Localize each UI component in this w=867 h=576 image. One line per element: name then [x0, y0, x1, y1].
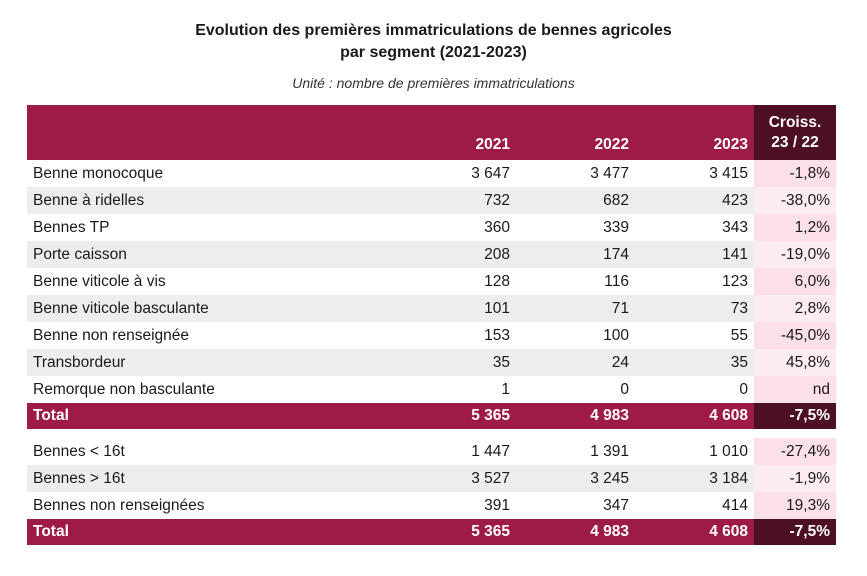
row-label: Bennes non renseignées [27, 492, 396, 519]
row-label: Benne viticole basculante [27, 295, 396, 322]
cell-2022: 100 [516, 322, 635, 349]
cell-2021: 360 [396, 214, 516, 241]
cell-growth: 19,3% [754, 492, 836, 519]
cell-2022: 1 391 [516, 438, 635, 465]
cell-growth: nd [754, 376, 836, 403]
total-row: Total 5 365 4 983 4 608 -7,5% [27, 519, 836, 545]
row-label: Remorque non basculante [27, 376, 396, 403]
cell-growth: 1,2% [754, 214, 836, 241]
table-row: Bennes non renseignées 391 347 414 19,3% [27, 492, 836, 519]
row-label: Benne monocoque [27, 160, 396, 187]
row-label: Benne non renseignée [27, 322, 396, 349]
cell-2023: 35 [635, 349, 754, 376]
cell-2023: 73 [635, 295, 754, 322]
cell-growth: -45,0% [754, 322, 836, 349]
cell-2021: 35 [396, 349, 516, 376]
cell-2023: 123 [635, 268, 754, 295]
cell-2022: 4 983 [516, 519, 635, 545]
cell-growth: 45,8% [754, 349, 836, 376]
header-2021: 2021 [396, 105, 516, 160]
cell-2021: 1 [396, 376, 516, 403]
cell-2022: 174 [516, 241, 635, 268]
table-row: Benne viticole à vis 128 116 123 6,0% [27, 268, 836, 295]
cell-2023: 141 [635, 241, 754, 268]
cell-growth: -19,0% [754, 241, 836, 268]
table-row: Benne non renseignée 153 100 55 -45,0% [27, 322, 836, 349]
cell-2022: 0 [516, 376, 635, 403]
cell-2022: 3 245 [516, 465, 635, 492]
cell-growth: -38,0% [754, 187, 836, 214]
table-row: Bennes > 16t 3 527 3 245 3 184 -1,9% [27, 465, 836, 492]
cell-growth: -7,5% [754, 519, 836, 545]
row-label: Benne viticole à vis [27, 268, 396, 295]
cell-2023: 0 [635, 376, 754, 403]
cell-2022: 3 477 [516, 160, 635, 187]
registrations-table: 2021 2022 2023 Croiss. 23 / 22 Benne mon… [27, 105, 836, 545]
table-subtitle: Unité : nombre de premières immatriculat… [292, 75, 575, 91]
row-label: Transbordeur [27, 349, 396, 376]
cell-2023: 4 608 [635, 519, 754, 545]
cell-2021: 3 647 [396, 160, 516, 187]
row-label: Benne à ridelles [27, 187, 396, 214]
table-row: Benne viticole basculante 101 71 73 2,8% [27, 295, 836, 322]
cell-2023: 55 [635, 322, 754, 349]
cell-2021: 732 [396, 187, 516, 214]
header-growth: Croiss. 23 / 22 [754, 105, 836, 160]
cell-2021: 128 [396, 268, 516, 295]
cell-2021: 5 365 [396, 519, 516, 545]
table-row: Benne monocoque 3 647 3 477 3 415 -1,8% [27, 160, 836, 187]
cell-growth: 6,0% [754, 268, 836, 295]
row-label: Porte caisson [27, 241, 396, 268]
cell-2021: 391 [396, 492, 516, 519]
cell-2021: 3 527 [396, 465, 516, 492]
table-row: Bennes TP 360 339 343 1,2% [27, 214, 836, 241]
row-label: Bennes < 16t [27, 438, 396, 465]
cell-2022: 347 [516, 492, 635, 519]
cell-2023: 3 184 [635, 465, 754, 492]
table-title: Evolution des premières immatriculations… [0, 20, 867, 64]
header-segment [27, 105, 396, 160]
cell-2021: 208 [396, 241, 516, 268]
cell-2023: 1 010 [635, 438, 754, 465]
cell-2021: 1 447 [396, 438, 516, 465]
cell-2023: 3 415 [635, 160, 754, 187]
cell-growth: -1,8% [754, 160, 836, 187]
cell-2022: 4 983 [516, 403, 635, 429]
cell-2022: 682 [516, 187, 635, 214]
cell-growth: -1,9% [754, 465, 836, 492]
cell-2022: 339 [516, 214, 635, 241]
row-label: Total [27, 403, 396, 429]
title-line-2: par segment (2021-2023) [340, 44, 527, 61]
section-spacer [27, 429, 836, 438]
cell-2021: 101 [396, 295, 516, 322]
header-2022: 2022 [516, 105, 635, 160]
table-body: Benne monocoque 3 647 3 477 3 415 -1,8% Benne… [27, 160, 836, 545]
cell-2021: 153 [396, 322, 516, 349]
row-label: Total [27, 519, 396, 545]
cell-2023: 343 [635, 214, 754, 241]
total-row: Total 5 365 4 983 4 608 -7,5% [27, 403, 836, 429]
cell-2023: 423 [635, 187, 754, 214]
title-line-1: Evolution des premières immatriculations… [195, 22, 672, 39]
header-row: 2021 2022 2023 Croiss. 23 / 22 [27, 105, 836, 160]
spacer-cell [27, 429, 836, 438]
cell-2022: 116 [516, 268, 635, 295]
cell-growth: -27,4% [754, 438, 836, 465]
table-row: Benne à ridelles 732 682 423 -38,0% [27, 187, 836, 214]
cell-2023: 4 608 [635, 403, 754, 429]
row-label: Bennes > 16t [27, 465, 396, 492]
cell-growth: 2,8% [754, 295, 836, 322]
table-row: Porte caisson 208 174 141 -19,0% [27, 241, 836, 268]
row-label: Bennes TP [27, 214, 396, 241]
table-row: Bennes < 16t 1 447 1 391 1 010 -27,4% [27, 438, 836, 465]
cell-2022: 24 [516, 349, 635, 376]
table-row: Transbordeur 35 24 35 45,8% [27, 349, 836, 376]
cell-2023: 414 [635, 492, 754, 519]
header-2023: 2023 [635, 105, 754, 160]
cell-2022: 71 [516, 295, 635, 322]
cell-growth: -7,5% [754, 403, 836, 429]
cell-2021: 5 365 [396, 403, 516, 429]
